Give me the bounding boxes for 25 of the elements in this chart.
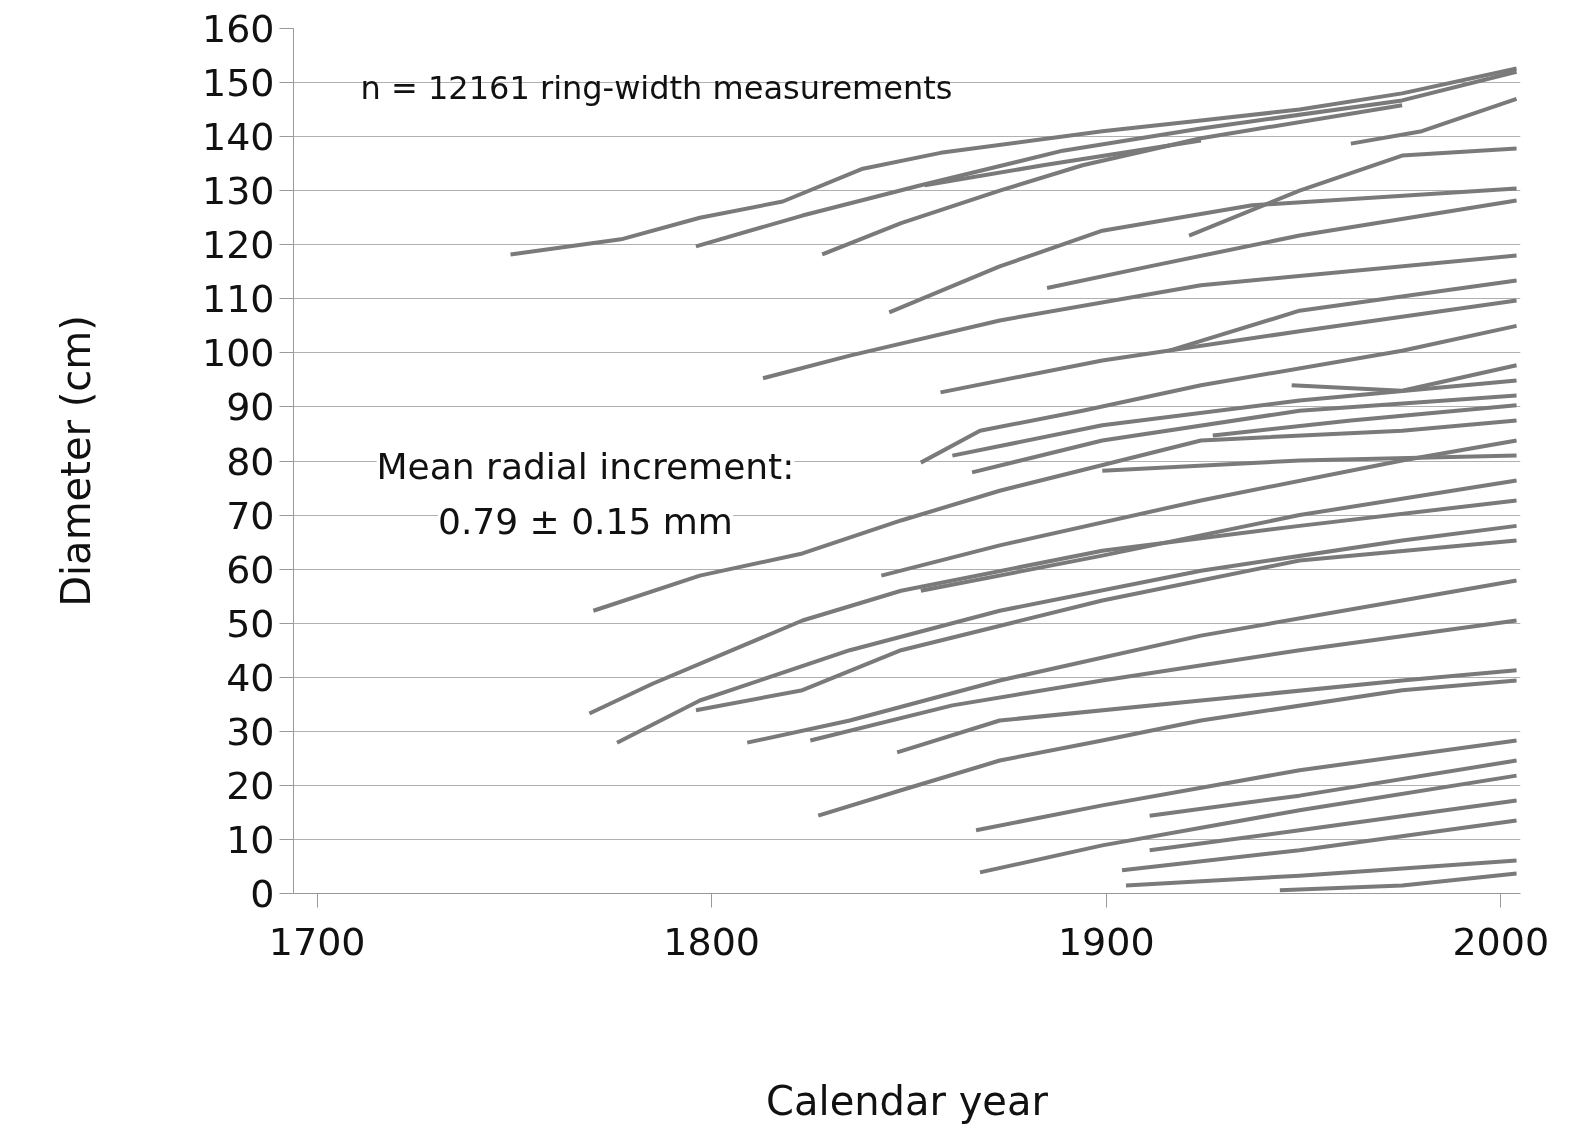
y-tick-label: 70 (226, 493, 275, 538)
y-tick-label: 120 (201, 223, 275, 268)
y-tick-label: 50 (226, 601, 275, 646)
x-tick-label: 1800 (663, 919, 761, 964)
y-tick-label: 140 (201, 115, 275, 160)
y-tick-label: 40 (226, 655, 275, 700)
y-tick-label: 60 (226, 547, 275, 592)
y-tick-label: 0 (250, 872, 275, 916)
y-tick-label: 100 (201, 331, 275, 376)
x-tick-label: 1700 (268, 919, 366, 964)
x-tick-label: 2000 (1452, 919, 1550, 964)
y-tick-label: 130 (201, 169, 275, 214)
y-tick-label: 20 (226, 763, 275, 808)
annotation: Mean radial increment: 0.79 ± 0.15 mm (376, 445, 795, 543)
y-tick-label: 10 (226, 817, 275, 862)
y-tick-label: 110 (201, 277, 275, 322)
annotation: n = 12161 ring-width measurements (360, 68, 953, 107)
x-axis-title: Calendar year (766, 1077, 1049, 1124)
y-tick-label: 80 (226, 439, 275, 484)
x-tick-label: 1900 (1057, 919, 1155, 964)
y-axis-title: Diameter (cm) (52, 315, 99, 607)
y-tick-label: 160 (201, 7, 275, 51)
y-tick-label: 150 (201, 61, 275, 106)
y-tick-label: 30 (226, 709, 275, 754)
y-tick-label: 90 (226, 385, 275, 430)
